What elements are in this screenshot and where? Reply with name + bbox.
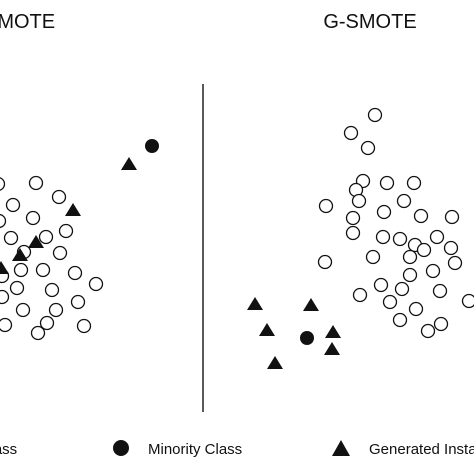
majority-point <box>343 125 359 141</box>
majority-point <box>443 240 459 256</box>
majority-point <box>406 175 422 191</box>
majority-point <box>15 302 31 318</box>
generated-point <box>12 248 28 261</box>
generated-point <box>0 261 9 274</box>
majority-point <box>379 175 395 191</box>
majority-point <box>408 301 424 317</box>
generated-point <box>325 325 341 338</box>
majority-point <box>382 294 398 310</box>
majority-point <box>433 316 449 332</box>
majority-point <box>67 265 83 281</box>
minority-point <box>145 139 159 153</box>
majority-point <box>3 230 19 246</box>
majority-point <box>51 189 67 205</box>
majority-point <box>367 107 383 123</box>
minority-point <box>300 331 314 345</box>
legend-minority-marker <box>113 440 129 456</box>
right-generated-points <box>247 297 341 369</box>
generated-point <box>121 157 137 170</box>
majority-point <box>345 210 361 226</box>
majority-point <box>394 281 410 297</box>
majority-point <box>373 277 389 293</box>
majority-point <box>88 276 104 292</box>
majority-point <box>0 213 7 229</box>
majority-point <box>447 255 463 271</box>
majority-point <box>413 208 429 224</box>
majority-point <box>35 262 51 278</box>
majority-point <box>58 223 74 239</box>
generated-point <box>247 297 263 310</box>
majority-point <box>375 229 391 245</box>
majority-point <box>429 229 445 245</box>
majority-point <box>432 283 448 299</box>
majority-point <box>345 225 361 241</box>
majority-point <box>396 193 412 209</box>
generated-point <box>259 323 275 336</box>
left-minority-points <box>145 139 159 153</box>
left-panel-title: SMOTE <box>0 11 55 33</box>
right-majority-points <box>317 107 474 339</box>
majority-point <box>70 294 86 310</box>
majority-point <box>9 280 25 296</box>
majority-point <box>416 242 432 258</box>
majority-point <box>48 302 64 318</box>
generated-point <box>28 235 44 248</box>
legend-majority-label: Majority Class <box>0 441 17 458</box>
left-generated-points <box>0 157 137 274</box>
majority-point <box>351 193 367 209</box>
generated-point <box>267 356 283 369</box>
majority-point <box>365 249 381 265</box>
majority-point <box>425 263 441 279</box>
majority-point <box>25 210 41 226</box>
majority-point <box>402 249 418 265</box>
majority-point <box>38 229 54 245</box>
majority-point <box>317 254 333 270</box>
majority-point <box>44 282 60 298</box>
right-minority-points <box>300 331 314 345</box>
generated-point <box>303 298 319 311</box>
legend: Majority Class Minority Class Generated … <box>0 440 474 458</box>
majority-point <box>376 204 392 220</box>
majority-point <box>0 177 6 191</box>
majority-point <box>52 245 68 261</box>
majority-point <box>13 262 29 278</box>
majority-point <box>39 315 55 331</box>
majority-point <box>0 317 13 333</box>
majority-point <box>461 293 474 309</box>
majority-point <box>392 231 408 247</box>
majority-point <box>28 175 44 191</box>
generated-point <box>324 342 340 355</box>
legend-generated-label: Generated Instances <box>369 441 474 458</box>
majority-point <box>444 209 460 225</box>
majority-point <box>420 323 436 339</box>
majority-point <box>30 325 46 341</box>
majority-point <box>318 198 334 214</box>
majority-point <box>402 267 418 283</box>
majority-point <box>76 318 92 334</box>
majority-point <box>0 289 10 305</box>
majority-point <box>360 140 376 156</box>
majority-point <box>5 197 21 213</box>
right-panel-title: G-SMOTE <box>323 11 416 33</box>
legend-generated-marker <box>332 440 350 456</box>
majority-point <box>352 287 368 303</box>
generated-point <box>65 203 81 216</box>
legend-minority-label: Minority Class <box>148 441 242 458</box>
majority-point <box>392 312 408 328</box>
